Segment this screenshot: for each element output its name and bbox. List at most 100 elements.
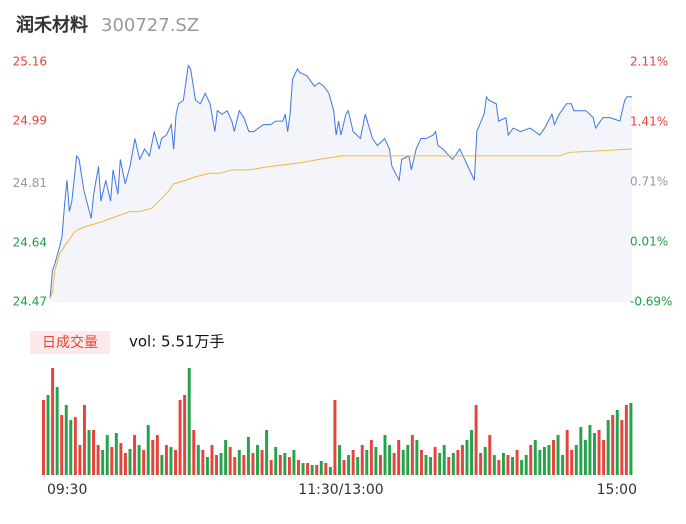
x-tick-label: 15:00	[597, 482, 637, 498]
volume-bar	[219, 453, 223, 475]
volume-bar	[114, 433, 118, 475]
volume-bar	[492, 455, 496, 475]
price-line	[49, 64, 632, 299]
volume-bar	[55, 387, 59, 475]
volume-bar	[538, 450, 542, 475]
stock-name: 润禾材料	[16, 14, 88, 36]
volume-tag: 日成交量	[42, 334, 98, 351]
volume-bar	[42, 400, 45, 475]
volume-bar	[246, 437, 250, 475]
volume-bar	[183, 395, 187, 475]
volume-bar	[146, 425, 150, 475]
volume-bar	[470, 430, 474, 475]
volume-bar	[301, 463, 305, 475]
volume-bar	[383, 435, 387, 475]
volume-bar	[155, 435, 159, 475]
volume-bar	[429, 457, 433, 475]
volume-bar	[269, 460, 273, 475]
volume-bar	[215, 455, 218, 475]
volume-bar	[201, 450, 205, 475]
volume-bar	[347, 455, 351, 475]
volume-bar	[128, 449, 132, 475]
volume-bar	[583, 440, 587, 475]
volume-bar	[506, 455, 510, 475]
volume-bar	[133, 435, 137, 475]
volume-bar	[324, 463, 328, 475]
volume-bar	[542, 447, 546, 475]
volume-bar	[415, 440, 419, 475]
volume-bar	[60, 415, 64, 475]
volume-bar	[424, 455, 428, 475]
volume-bar	[87, 430, 91, 475]
volume-bar	[110, 447, 114, 475]
y-tick-label: 24.81	[13, 176, 47, 190]
volume-bar	[483, 447, 487, 475]
volume-bar	[497, 460, 501, 475]
volume-bar	[265, 430, 269, 475]
volume-bar	[123, 453, 127, 475]
volume-bar	[410, 435, 414, 475]
volume-bar	[178, 400, 182, 475]
volume-bar	[283, 453, 287, 475]
volume-bar	[620, 420, 624, 475]
volume-bar	[565, 430, 569, 475]
volume-text: vol: 5.51万手	[129, 333, 224, 351]
volume-bar	[169, 447, 173, 475]
price-area	[50, 65, 632, 302]
volume-bar	[406, 445, 410, 475]
volume-bar	[242, 455, 246, 475]
volume-bar	[574, 445, 578, 475]
volume-bar	[369, 440, 373, 475]
volume-bar	[78, 445, 82, 475]
volume-bar	[46, 395, 50, 475]
average-line	[49, 148, 633, 299]
volume-bar	[615, 410, 619, 475]
volume-bar	[629, 403, 633, 475]
volume-bar	[588, 425, 592, 475]
x-tick-label: 11:30/13:00	[298, 482, 383, 498]
volume-bar	[292, 450, 296, 475]
volume-bar	[274, 447, 278, 475]
volume-bar	[101, 450, 105, 475]
volume-bar	[474, 405, 478, 475]
y2-tick-label: 2.11%	[630, 55, 668, 69]
volume-bar	[556, 435, 560, 475]
volume-bar	[579, 427, 583, 475]
volume-bar	[256, 445, 259, 475]
volume-bar	[392, 453, 396, 475]
volume-bar	[606, 420, 610, 475]
volume-bar	[351, 450, 355, 475]
volume-bar	[306, 463, 310, 475]
volume-bar	[561, 455, 565, 475]
volume-bar	[105, 435, 109, 475]
volume-bar	[338, 445, 341, 475]
volume-bar	[196, 445, 200, 475]
volume-bar	[593, 433, 596, 475]
volume-bar	[456, 450, 460, 475]
volume-bar	[442, 445, 446, 475]
volume-bar	[342, 460, 346, 475]
volume-bar	[315, 465, 319, 475]
volume-bar	[433, 447, 437, 475]
volume-bar	[602, 440, 606, 475]
volume-bar	[488, 435, 492, 475]
volume-bar	[151, 440, 155, 475]
volume-bar	[69, 420, 73, 475]
volume-bar	[401, 450, 405, 475]
volume-bar	[479, 453, 483, 475]
volume-bar	[228, 447, 232, 475]
volume-bar	[164, 445, 168, 475]
volume-bar	[142, 450, 146, 475]
volume-bar	[451, 453, 455, 475]
volume-bar	[319, 461, 323, 475]
volume-bar	[547, 445, 551, 475]
volume-bar	[73, 417, 77, 475]
y2-tick-label: 1.41%	[630, 115, 668, 129]
volume-bar	[356, 457, 360, 475]
volume-bar	[187, 368, 191, 475]
volume-bar	[465, 440, 469, 475]
volume-bar	[92, 430, 96, 475]
volume-bar	[82, 405, 86, 475]
volume-bar	[251, 453, 255, 475]
